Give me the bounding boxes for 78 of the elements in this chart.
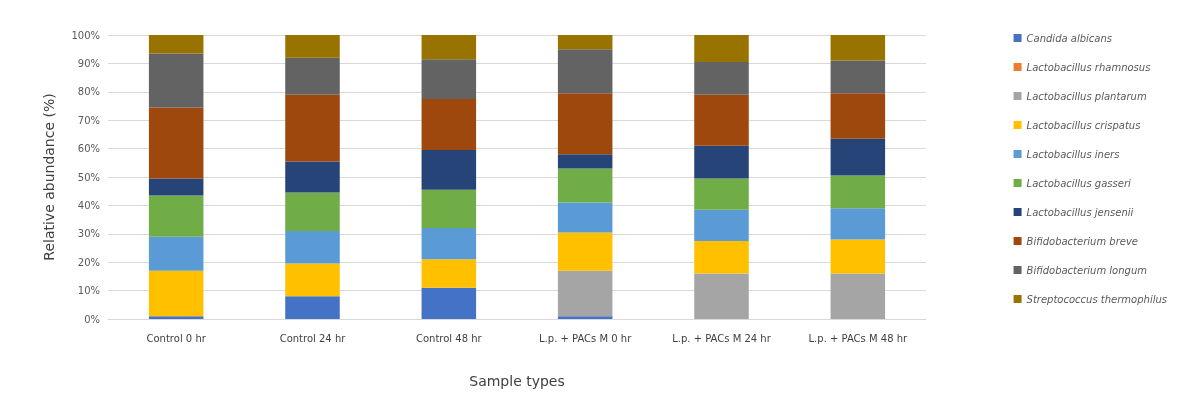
legend-label: Streptococcus thermophilus <box>1026 293 1168 305</box>
y-tick-label: 50% <box>77 171 100 183</box>
bar <box>694 61 749 95</box>
x-axis-title: Sample types <box>469 373 565 389</box>
bar <box>421 98 477 151</box>
bar <box>557 168 613 203</box>
bar <box>285 192 340 231</box>
legend-label: Lactobacillus plantarum <box>1026 90 1147 102</box>
bar <box>830 175 886 209</box>
bar <box>421 287 477 319</box>
bar <box>148 195 204 237</box>
bar <box>557 270 613 317</box>
bar <box>694 35 749 62</box>
bar <box>830 273 886 319</box>
y-tick-label: 0% <box>84 313 100 325</box>
bar <box>694 209 749 241</box>
x-tick-label: L.p. + PACs M 0 hr <box>539 332 633 344</box>
bar <box>557 232 613 271</box>
legend-label: Lactobacillus iners <box>1026 148 1120 160</box>
x-tick-label: Control 48 hr <box>415 332 483 344</box>
legend-label: Lactobacillus rhamnosus <box>1026 61 1151 73</box>
y-tick-label: 70% <box>77 114 100 126</box>
bar <box>421 150 477 190</box>
bar <box>557 154 613 169</box>
bar <box>694 273 749 319</box>
bar <box>830 239 886 274</box>
bar <box>285 35 340 58</box>
y-tick-label: 80% <box>77 86 100 98</box>
bar <box>830 208 886 240</box>
bar <box>421 259 477 288</box>
bar <box>148 35 204 54</box>
bar <box>148 107 204 179</box>
bar <box>830 60 886 94</box>
bar <box>421 189 477 229</box>
bar <box>285 161 340 193</box>
bar <box>557 202 613 233</box>
y-axis-title: Relative abundance (%) <box>41 93 57 261</box>
bar <box>285 296 340 319</box>
bar <box>421 35 477 60</box>
bar <box>830 138 886 176</box>
x-tick-label: L.p. + PACs M 24 hr <box>672 332 772 344</box>
bar <box>285 263 340 297</box>
y-tick-label: 10% <box>77 285 100 297</box>
bar <box>421 228 477 260</box>
bar <box>830 93 886 139</box>
bar <box>694 178 749 210</box>
y-tick-label: 60% <box>77 143 100 155</box>
bar <box>557 316 613 319</box>
bar <box>557 93 613 155</box>
y-tick-label: 40% <box>77 199 100 211</box>
bar <box>557 49 613 94</box>
bar <box>285 230 340 264</box>
legend-label: Lactobacillus crispatus <box>1026 119 1141 131</box>
y-tick-label: 90% <box>77 57 100 69</box>
bar <box>557 35 613 50</box>
bar <box>148 270 204 317</box>
legend-label: Bifidobacterium breve <box>1026 235 1139 247</box>
legend-label: Candida albicans <box>1026 32 1113 44</box>
bar <box>694 145 749 179</box>
x-tick-label: Control 24 hr <box>279 332 347 344</box>
bar <box>285 57 340 95</box>
y-tick-label: 100% <box>71 29 100 41</box>
x-tick-label: Control 0 hr <box>146 332 207 344</box>
bar <box>830 35 886 61</box>
bar <box>148 178 204 196</box>
bar <box>285 94 340 162</box>
bar <box>421 59 477 99</box>
legend-label: Bifidobacterium longum <box>1026 264 1148 276</box>
legend-label: Lactobacillus gasseri <box>1026 177 1131 189</box>
y-tick-label: 20% <box>77 256 100 268</box>
bar <box>148 53 204 108</box>
bar <box>148 236 204 271</box>
legend-label: Lactobacillus jensenii <box>1026 206 1134 218</box>
bar <box>694 240 749 274</box>
bar <box>694 94 749 146</box>
bar <box>148 316 204 319</box>
y-tick-label: 30% <box>77 228 100 240</box>
x-tick-label: L.p. + PACs M 48 hr <box>808 332 909 344</box>
